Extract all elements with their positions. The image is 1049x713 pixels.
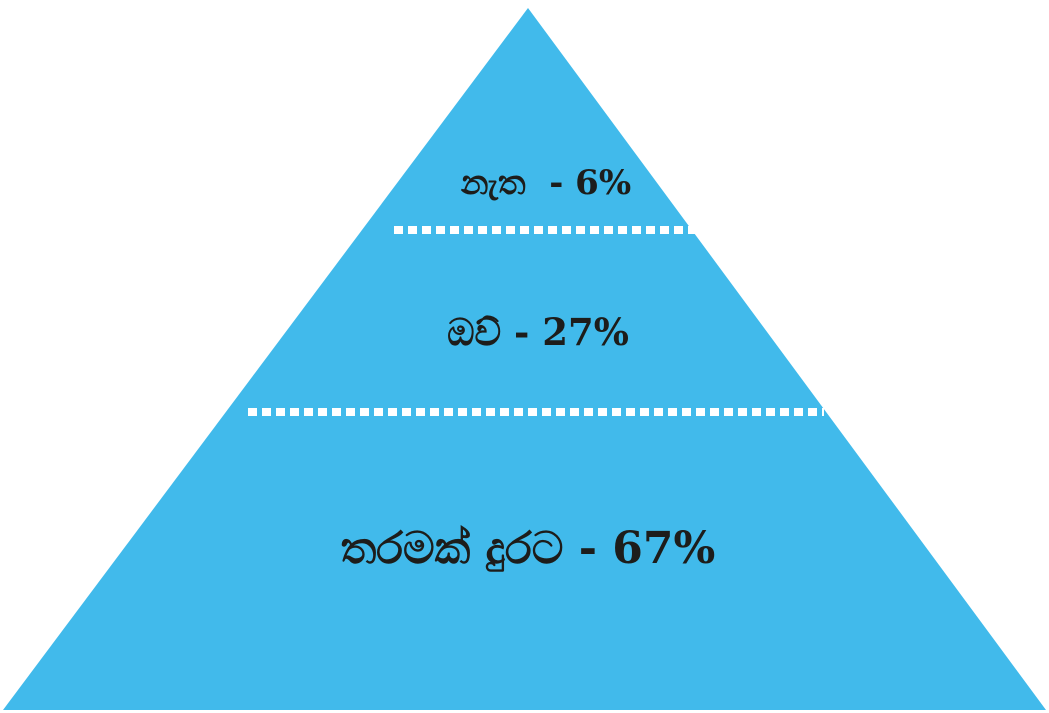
tier-label-middle: ඔව් - 27%: [447, 310, 629, 354]
pyramid-shape: [3, 8, 1046, 710]
tier-label-top: නැත - 6%: [461, 163, 631, 203]
tier-label-bottom: තරමක් දුරට - 67%: [341, 523, 716, 574]
